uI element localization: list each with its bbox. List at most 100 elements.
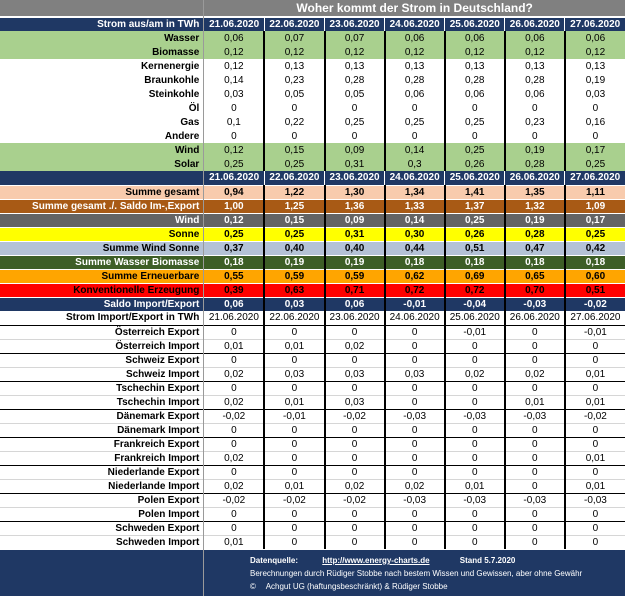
value-cell: 0,25 [443, 115, 505, 129]
value-cell: 0,25 [323, 115, 385, 129]
value-cell: 0 [204, 422, 265, 437]
value-cell: 0,12 [383, 45, 445, 59]
row-label: Österreich Import [0, 338, 205, 353]
value-cell: 0 [503, 450, 565, 465]
value-cell: 0,07 [323, 31, 385, 45]
value-cell: 0,26 [443, 226, 505, 241]
value-cell: 0 [443, 394, 505, 409]
value-cell: 0,14 [383, 143, 445, 157]
value-cell: 0 [563, 338, 625, 353]
date-header-cell: 26.06.2020 [504, 17, 565, 31]
value-cell: 0,18 [443, 254, 505, 269]
row-label: Frankreich Import [0, 450, 205, 465]
strom-table: Woher kommt der Strom in Deutschland? St… [0, 0, 625, 549]
value-cell: 0 [503, 534, 565, 549]
value-cell: 0,25 [443, 143, 505, 157]
production-row: Wind 0,12 0,15 0,09 0,14 0,25 0,19 0,17 [0, 143, 625, 157]
value-cell: 0,02 [204, 450, 265, 465]
disclaimer-text: Berechnungen durch Rüdiger Stobbe nach b… [250, 569, 583, 578]
row-label: Steinkohle [0, 87, 205, 101]
value-cell: 0,01 [563, 450, 625, 465]
value-cell: 0 [323, 324, 385, 339]
date-header-cell: 23.06.2020 [323, 311, 385, 325]
summary-header-label [0, 171, 205, 185]
row-label: Konventionelle Erzeugung [0, 282, 205, 297]
value-cell: 0 [204, 464, 265, 479]
value-cell: 0 [383, 380, 445, 395]
datasource-link[interactable]: http://www.energy-charts.de [322, 556, 430, 565]
production-row: Wasser 0,06 0,07 0,07 0,06 0,06 0,06 0,06 [0, 31, 625, 45]
date-header-cell: 22.06.2020 [263, 17, 325, 31]
row-label: Summe gesamt ./. Saldo Im-,Export [0, 198, 205, 213]
value-cell: -0,02 [263, 492, 325, 507]
import-export-row: Frankreich Export 0 0 0 0 0 0 0 [0, 436, 625, 451]
row-label: Saldo Import/Export [0, 296, 205, 311]
production-row: Steinkohle 0,03 0,05 0,05 0,06 0,06 0,06 0,03 [0, 87, 625, 101]
value-cell: 0,26 [443, 157, 505, 171]
import-export-row: Niederlande Import 0,02 0,01 0,02 0,02 0,01 0 0… [0, 478, 625, 493]
value-cell: 0 [204, 520, 265, 535]
value-cell: 0,01 [443, 478, 505, 493]
row-label: Gas [0, 115, 205, 129]
value-cell: 0,25 [204, 226, 265, 241]
value-cell: 0,13 [383, 59, 445, 73]
import-export-row: Schweiz Import 0,02 0,03 0,03 0,03 0,02 0,02 0,… [0, 366, 625, 381]
value-cell: 0 [503, 506, 565, 521]
value-cell: 0 [204, 324, 265, 339]
value-cell: 0,06 [503, 87, 565, 101]
row-label: Kernenergie [0, 59, 205, 73]
import-export-row: Dänemark Import 0 0 0 0 0 0 0 [0, 422, 625, 437]
value-cell: 0 [263, 380, 325, 395]
value-cell: -0,03 [503, 492, 565, 507]
value-cell: 0 [563, 101, 625, 115]
production-rows: Wasser 0,06 0,07 0,07 0,06 0,06 0,06 0,06 Biomas… [0, 31, 625, 171]
value-cell: -0,03 [383, 492, 445, 507]
value-cell: 0,15 [263, 212, 325, 227]
value-cell: 0,25 [563, 157, 625, 171]
value-cell: 0,12 [563, 45, 625, 59]
value-cell: 0,72 [383, 282, 445, 297]
date-header-cell: 25.06.2020 [444, 17, 505, 31]
value-cell: 0,03 [263, 296, 325, 311]
value-cell: 1,09 [563, 198, 625, 213]
value-cell: 0,06 [383, 87, 445, 101]
value-cell: 0,07 [263, 31, 325, 45]
value-cell: 1,35 [503, 184, 565, 199]
value-cell: 0,02 [204, 478, 265, 493]
value-cell: -0,03 [443, 492, 505, 507]
import-header-row: Strom Import/Export in TWh 21.06.2020 22.… [0, 311, 625, 325]
value-cell: 1,32 [503, 198, 565, 213]
date-header-cell: 21.06.2020 [204, 311, 265, 325]
row-label: Braunkohle [0, 73, 205, 87]
import-export-row: Polen Export -0,02 -0,02 -0,02 -0,03 -0,03 -0,… [0, 492, 625, 507]
value-cell: 0,12 [443, 45, 505, 59]
footer-source-line: Datenquelle: http://www.energy-charts.de… [250, 554, 625, 567]
value-cell: 0,44 [383, 240, 445, 255]
row-label: Tschechin Import [0, 394, 205, 409]
summary-header-row: 21.06.2020 22.06.2020 23.06.2020 24.06.2020… [0, 171, 625, 185]
value-cell: 0 [443, 506, 505, 521]
import-export-row: Schweden Export 0 0 0 0 0 0 0 [0, 520, 625, 535]
summary-row: Sonne 0,25 0,25 0,31 0,30 0,26 0,28 0,25 [0, 226, 625, 241]
value-cell: 0,25 [263, 226, 325, 241]
value-cell: 0,18 [383, 254, 445, 269]
value-cell: -0,02 [563, 408, 625, 423]
import-header-label: Strom Import/Export in TWh [0, 311, 205, 325]
value-cell: 0,14 [383, 212, 445, 227]
value-cell: 0 [443, 101, 505, 115]
import-export-row: Tschechin Import 0,02 0,01 0,03 0 0 0,01 0,01 [0, 394, 625, 409]
value-cell: 0,19 [503, 143, 565, 157]
date-header-cell: 22.06.2020 [263, 311, 325, 325]
value-cell: 1,34 [383, 184, 445, 199]
value-cell: 0 [383, 394, 445, 409]
value-cell: 0,31 [323, 157, 385, 171]
value-cell: 0 [263, 129, 325, 143]
row-label: Dänemark Export [0, 408, 205, 423]
value-cell: 0,02 [503, 366, 565, 381]
value-cell: 0,01 [503, 394, 565, 409]
date-header-cell: 27.06.2020 [564, 17, 625, 31]
value-cell: 0 [443, 464, 505, 479]
value-cell: 0,06 [503, 31, 565, 45]
value-cell: -0,01 [383, 296, 445, 311]
